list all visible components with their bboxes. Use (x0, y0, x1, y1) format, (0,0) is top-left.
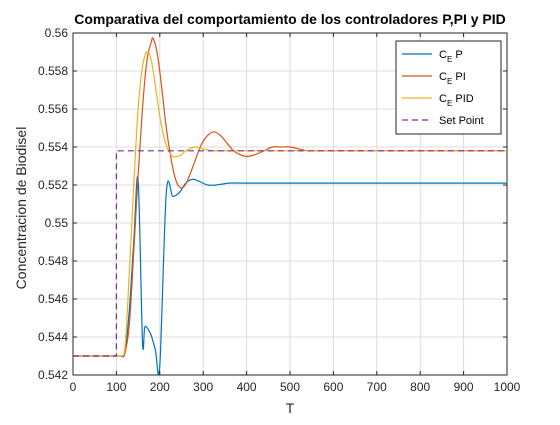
legend-label-0: CE P (439, 49, 463, 64)
x-tick-label: 700 (367, 380, 387, 394)
legend-label-1: CE PI (439, 71, 466, 86)
legend-label-rest: PID (452, 93, 473, 105)
x-tick-label: 800 (410, 380, 430, 394)
x-tick-label: 100 (106, 380, 126, 394)
x-tick-label: 500 (280, 380, 300, 394)
x-tick-label: 900 (454, 380, 474, 394)
y-axis-label: Concentracion de Biodisel (13, 127, 29, 290)
series-line-3 (73, 150, 507, 357)
y-tick-label: 0.554 (38, 140, 68, 154)
y-tick-label: 0.542 (38, 368, 68, 382)
x-tick-label: 0 (70, 380, 77, 394)
x-tick-label: 300 (193, 380, 213, 394)
y-tick-label: 0.544 (38, 330, 68, 344)
legend-label-3: Set Point (439, 115, 484, 127)
legend-box (395, 40, 502, 135)
y-tick-label: 0.548 (38, 254, 68, 268)
legend-label-main: Set Point (439, 115, 484, 127)
legend-label-sub: E (447, 99, 452, 108)
y-tick-label: 0.552 (38, 178, 68, 192)
legend-label-main: C (439, 71, 447, 83)
x-tick-label: 400 (237, 380, 257, 394)
legend-label-2: CE PID (439, 93, 474, 108)
legend-label-main: C (439, 93, 447, 105)
y-tick-label: 0.56 (45, 26, 69, 40)
series-layer (73, 37, 507, 375)
chart-title: Comparativa del comportamiento de los co… (74, 11, 506, 27)
ticks: 0 100 200 300 400 500 600 700 800 900 1000 0.542 0.5… (38, 26, 521, 394)
legend-label-sub: E (447, 77, 452, 86)
legend-label-sub: E (447, 55, 452, 64)
y-tick-label: 0.546 (38, 292, 68, 306)
legend-label-main: C (439, 49, 447, 61)
x-tick-label: 1000 (494, 380, 521, 394)
x-tick-label: 600 (323, 380, 343, 394)
y-tick-label: 0.558 (38, 64, 68, 78)
y-tick-label: 0.556 (38, 102, 68, 116)
x-tick-label: 200 (150, 380, 170, 394)
y-tick-label: 0.55 (45, 216, 69, 230)
legend-label-rest: PI (452, 71, 465, 83)
legend-label-rest: P (452, 49, 462, 61)
x-axis-label: T (286, 400, 295, 416)
